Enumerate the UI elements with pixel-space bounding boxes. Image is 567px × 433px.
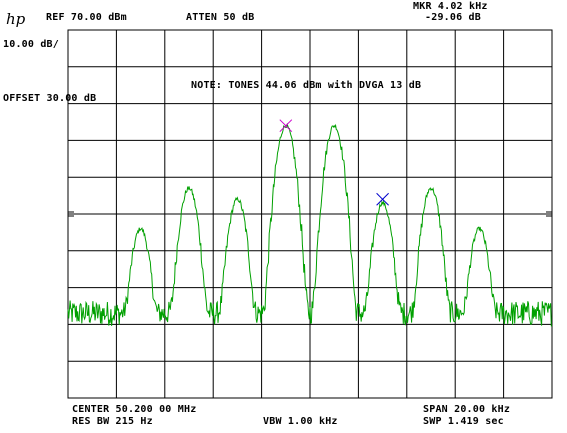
note-annotation: NOTE: TONES 44.06 dBm with DVGA 13 dB — [191, 80, 422, 91]
graticule-grid — [67, 29, 553, 399]
spectrum-trace — [67, 122, 553, 327]
span-readout: SPAN 20.00 kHz — [423, 404, 511, 415]
spectrum-trace-line — [67, 122, 553, 327]
marker-layer — [279, 119, 389, 206]
resolution-bandwidth-readout: RES BW 215 Hz — [72, 416, 153, 427]
delta-marker-icon — [376, 192, 389, 206]
marker-stroke — [376, 192, 389, 206]
ref-level-readout: REF 70.00 dBm — [46, 12, 127, 23]
center-frequency-readout: CENTER 50.200 00 MHz — [72, 404, 197, 415]
sweep-time-readout: SWP 1.419 sec — [423, 416, 504, 427]
hp-logo: hp — [6, 10, 26, 28]
reference-marker-icon — [279, 119, 293, 133]
attenuation-readout: ATTEN 50 dB — [186, 12, 255, 23]
marker-frequency-readout: MKR 4.02 kHz — [413, 1, 488, 12]
offset-readout: OFFSET 30.00 dB — [3, 93, 97, 104]
marker-stroke — [279, 119, 293, 133]
marker-amplitude-readout: -29.06 dB — [425, 12, 481, 23]
video-bandwidth-readout: VBW 1.00 kHz — [263, 416, 338, 427]
scale-readout: 10.00 dB/ — [3, 39, 59, 50]
